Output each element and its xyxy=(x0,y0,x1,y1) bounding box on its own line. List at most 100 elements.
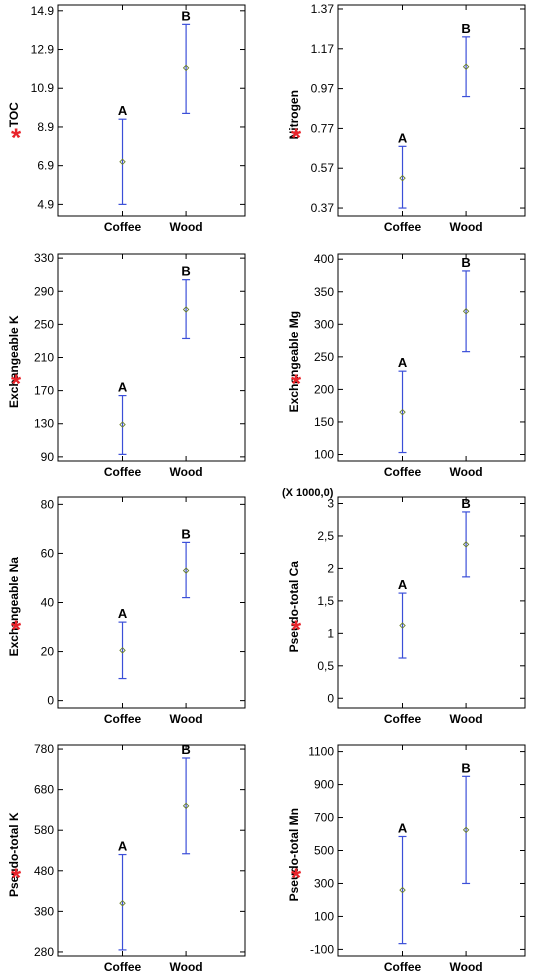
y-tick-label: 1.17 xyxy=(311,42,335,56)
y-tick-label: 150 xyxy=(314,415,334,429)
y-tick-label: 130 xyxy=(34,417,54,431)
mean-marker xyxy=(182,64,190,72)
group-letter: A xyxy=(118,380,128,395)
y-tick-label: 2 xyxy=(327,561,334,575)
axis-multiplier: (X 1000,0) xyxy=(282,487,334,499)
y-axis-label: Pseudo-total Ca xyxy=(287,561,301,653)
category-label: Wood xyxy=(170,712,203,726)
plot-frame xyxy=(337,744,526,957)
y-tick-label: 40 xyxy=(41,596,55,610)
category-label: Wood xyxy=(450,960,483,974)
y-tick-label: 900 xyxy=(314,778,334,792)
group-letter: A xyxy=(398,820,408,835)
category-label: Wood xyxy=(170,220,203,234)
y-tick-label: 60 xyxy=(41,546,55,560)
group-letter: B xyxy=(461,760,470,775)
y-tick-label: 170 xyxy=(34,384,54,398)
mean-marker xyxy=(399,174,406,182)
y-tick-label: 780 xyxy=(34,742,54,756)
y-tick-label: 0 xyxy=(47,694,54,708)
category-label: Coffee xyxy=(384,465,422,479)
y-tick-label: 350 xyxy=(314,285,334,299)
y-tick-label: 210 xyxy=(34,351,54,365)
y-axis-label: Pseudo-total K xyxy=(7,812,21,897)
y-tick-label: 500 xyxy=(314,844,334,858)
y-tick-label: 100 xyxy=(314,909,334,923)
group-letter: A xyxy=(118,103,128,118)
category-label: Wood xyxy=(450,465,483,479)
category-label: Wood xyxy=(170,465,203,479)
mean-marker xyxy=(182,567,190,574)
significance-asterisk: * xyxy=(11,369,22,399)
group-letter: A xyxy=(398,355,408,370)
y-tick-label: 700 xyxy=(314,811,334,825)
y-tick-label: 290 xyxy=(34,284,54,298)
y-tick-label: 280 xyxy=(34,945,54,959)
y-tick-label: 100 xyxy=(314,447,334,461)
y-axis-label: Exchangeable Mg xyxy=(287,311,301,412)
mean-marker xyxy=(399,886,406,894)
plot-frame xyxy=(337,4,526,217)
significance-asterisk: * xyxy=(291,122,302,152)
y-axis-label: Exchangeable K xyxy=(7,315,21,408)
y-axis-label: Exchangeable Na xyxy=(7,557,21,657)
y-tick-label: 0.97 xyxy=(311,82,335,96)
group-letter: B xyxy=(181,742,190,757)
mean-marker xyxy=(399,622,406,629)
y-tick-label: 300 xyxy=(314,876,334,890)
y-tick-label: 1 xyxy=(327,626,334,640)
mean-marker xyxy=(462,826,470,834)
y-tick-label: 1.37 xyxy=(311,2,335,16)
significance-asterisk: * xyxy=(11,862,22,892)
mean-marker xyxy=(119,158,126,166)
y-axis-label: Nitrogen xyxy=(287,90,301,139)
y-axis-label: Pseudo-total Mn xyxy=(287,808,301,901)
y-tick-label: 12.9 xyxy=(31,43,55,57)
mean-marker xyxy=(119,647,126,654)
y-tick-label: 1,5 xyxy=(317,594,334,608)
significance-asterisk: * xyxy=(291,614,302,644)
y-tick-label: 8.9 xyxy=(37,120,54,134)
mean-marker xyxy=(462,541,470,548)
y-tick-label: 0,5 xyxy=(317,659,334,673)
group-letter: B xyxy=(181,526,190,541)
category-label: Coffee xyxy=(384,220,422,234)
group-letter: A xyxy=(398,130,408,145)
y-tick-label: 200 xyxy=(314,382,334,396)
y-tick-label: 0.37 xyxy=(311,201,335,215)
y-tick-label: 1100 xyxy=(308,745,334,759)
y-tick-label: 400 xyxy=(314,252,334,266)
y-tick-label: 380 xyxy=(34,904,54,918)
group-letter: B xyxy=(181,8,190,23)
y-tick-label: 3 xyxy=(327,496,334,510)
group-letter: A xyxy=(398,577,408,592)
group-letter: B xyxy=(461,496,470,511)
mean-marker xyxy=(462,63,470,70)
group-letter: B xyxy=(461,21,470,36)
y-tick-label: 0.77 xyxy=(311,121,335,135)
category-label: Wood xyxy=(450,220,483,234)
plot-frame xyxy=(337,253,526,462)
mean-marker xyxy=(119,421,126,428)
y-tick-label: 580 xyxy=(34,823,54,837)
category-label: Wood xyxy=(170,960,203,974)
y-tick-label: 4.9 xyxy=(37,197,54,211)
category-label: Coffee xyxy=(104,465,142,479)
group-letter: B xyxy=(461,255,470,270)
y-tick-label: 0 xyxy=(327,691,334,705)
plot-frame xyxy=(57,744,246,957)
y-axis-label: TOC xyxy=(7,102,21,127)
category-label: Wood xyxy=(450,712,483,726)
y-tick-label: 680 xyxy=(34,783,54,797)
significance-asterisk: * xyxy=(11,122,22,152)
y-tick-label: 14.9 xyxy=(31,4,55,18)
y-tick-label: 480 xyxy=(34,864,54,878)
mean-marker xyxy=(462,308,470,315)
mean-marker xyxy=(182,306,190,313)
y-tick-label: 2,5 xyxy=(317,529,334,543)
y-tick-label: 6.9 xyxy=(37,159,54,173)
mean-marker xyxy=(182,802,190,810)
y-tick-label: 330 xyxy=(34,251,54,265)
group-letter: A xyxy=(118,839,128,854)
